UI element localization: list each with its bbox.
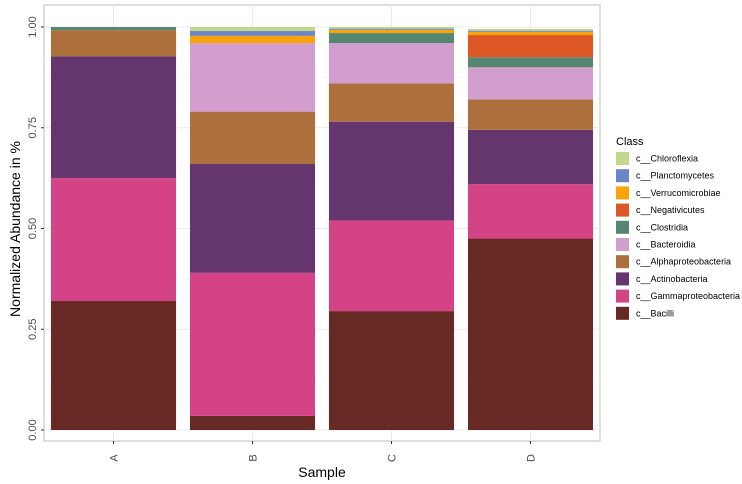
bar-segment-C-cgammaproteobacteria (328, 220, 455, 312)
bar-segment-A-cactinobacteria (50, 56, 177, 179)
bar-segment-C-cchloroflexia (328, 27, 455, 29)
legend-label: c__Bacteroidia (636, 240, 696, 250)
legend-key (616, 220, 629, 234)
x-tick-label: D (526, 454, 538, 462)
legend-label: c__Alphaproteobacteria (636, 257, 731, 267)
bar-segment-B-cverrucomicrobiae (189, 35, 316, 44)
bar-segment-D-cbacteroidia (467, 67, 594, 100)
bar-segment-A-calphaproteobacteria (50, 30, 177, 57)
bar-segment-C-cactinobacteria (328, 121, 455, 221)
bar-segment-D-cactinobacteria (467, 129, 594, 185)
x-tick-label: C (387, 454, 399, 462)
bar-segment-B-cbacilli (189, 415, 316, 430)
legend-title: Class (616, 136, 644, 148)
bar-segment-D-cclostridia (467, 57, 594, 68)
bar-segment-B-cbacteroidia (189, 43, 316, 112)
legend-label: c__Planctomycetes (636, 171, 715, 181)
legend-label: c__Verrucomicrobiae (636, 188, 721, 198)
legend-key (616, 255, 629, 269)
bar-segment-B-cgammaproteobacteria (189, 272, 316, 416)
bar-segment-D-cchloroflexia (467, 29, 594, 31)
bar-segment-A-cclostridia (50, 27, 177, 31)
bar-segment-C-cplanctomycetes (328, 28, 455, 30)
bar-segment-B-cactinobacteria (189, 164, 316, 273)
bar-segment-D-cbacilli (467, 238, 594, 430)
y-tick-label: 0.75 (27, 117, 39, 138)
bar-segment-C-cverrucomicrobiae (328, 29, 455, 34)
legend-key (616, 272, 629, 286)
y-tick-label: 0.00 (27, 419, 39, 440)
legend-key (616, 169, 629, 183)
legend-key (616, 238, 629, 251)
y-tick-label: 0.50 (27, 218, 39, 239)
bar-segment-D-cgammaproteobacteria (467, 184, 594, 239)
legend-key (616, 289, 629, 303)
bar-segment-C-cbacteroidia (328, 43, 455, 84)
x-tick-label: B (248, 454, 260, 461)
bar-segment-C-cclostridia (328, 33, 455, 44)
y-axis-title: Normalized Abundance in % (7, 141, 23, 317)
bar-segment-A-cbacilli (50, 301, 177, 430)
bar-segment-C-cbacilli (328, 311, 455, 430)
bar-segment-D-cnegativicutes (467, 35, 594, 58)
x-axis-title: Sample (298, 464, 346, 480)
bar-segment-B-cplanctomycetes (189, 31, 316, 36)
x-tick-label: A (109, 454, 121, 462)
x-axis: A B C D (109, 441, 538, 462)
legend-label: c__Chloroflexia (636, 154, 698, 164)
legend-label: c__Negativicutes (636, 205, 705, 215)
legend-key (616, 186, 629, 200)
legend-key (616, 306, 629, 320)
bar-segment-B-calphaproteobacteria (189, 111, 316, 165)
bars-group (50, 27, 594, 430)
legend-label: c__Gammaproteobacteria (636, 291, 740, 301)
y-axis: 0.00 0.25 0.50 0.75 1.00 (27, 16, 44, 441)
bar-segment-C-calphaproteobacteria (328, 83, 455, 122)
legend-label: c__Bacilli (636, 308, 674, 318)
legend-key (616, 152, 629, 165)
bar-segment-D-cplanctomycetes (467, 30, 594, 32)
legend-label: c__Clostridia (636, 222, 688, 232)
legend-label: c__Actinobacteria (636, 274, 708, 284)
bar-segment-D-calphaproteobacteria (467, 99, 594, 130)
bar-segment-B-cchloroflexia (189, 27, 316, 32)
y-tick-label: 0.25 (27, 319, 39, 340)
y-tick-label: 1.00 (27, 16, 39, 37)
bar-segment-D-cverrucomicrobiae (467, 31, 594, 36)
legend-key (616, 203, 629, 217)
bar-segment-A-cgammaproteobacteria (50, 178, 177, 302)
legend: c__Chloroflexia c__Planctomycetes c__Verru… (616, 152, 740, 320)
